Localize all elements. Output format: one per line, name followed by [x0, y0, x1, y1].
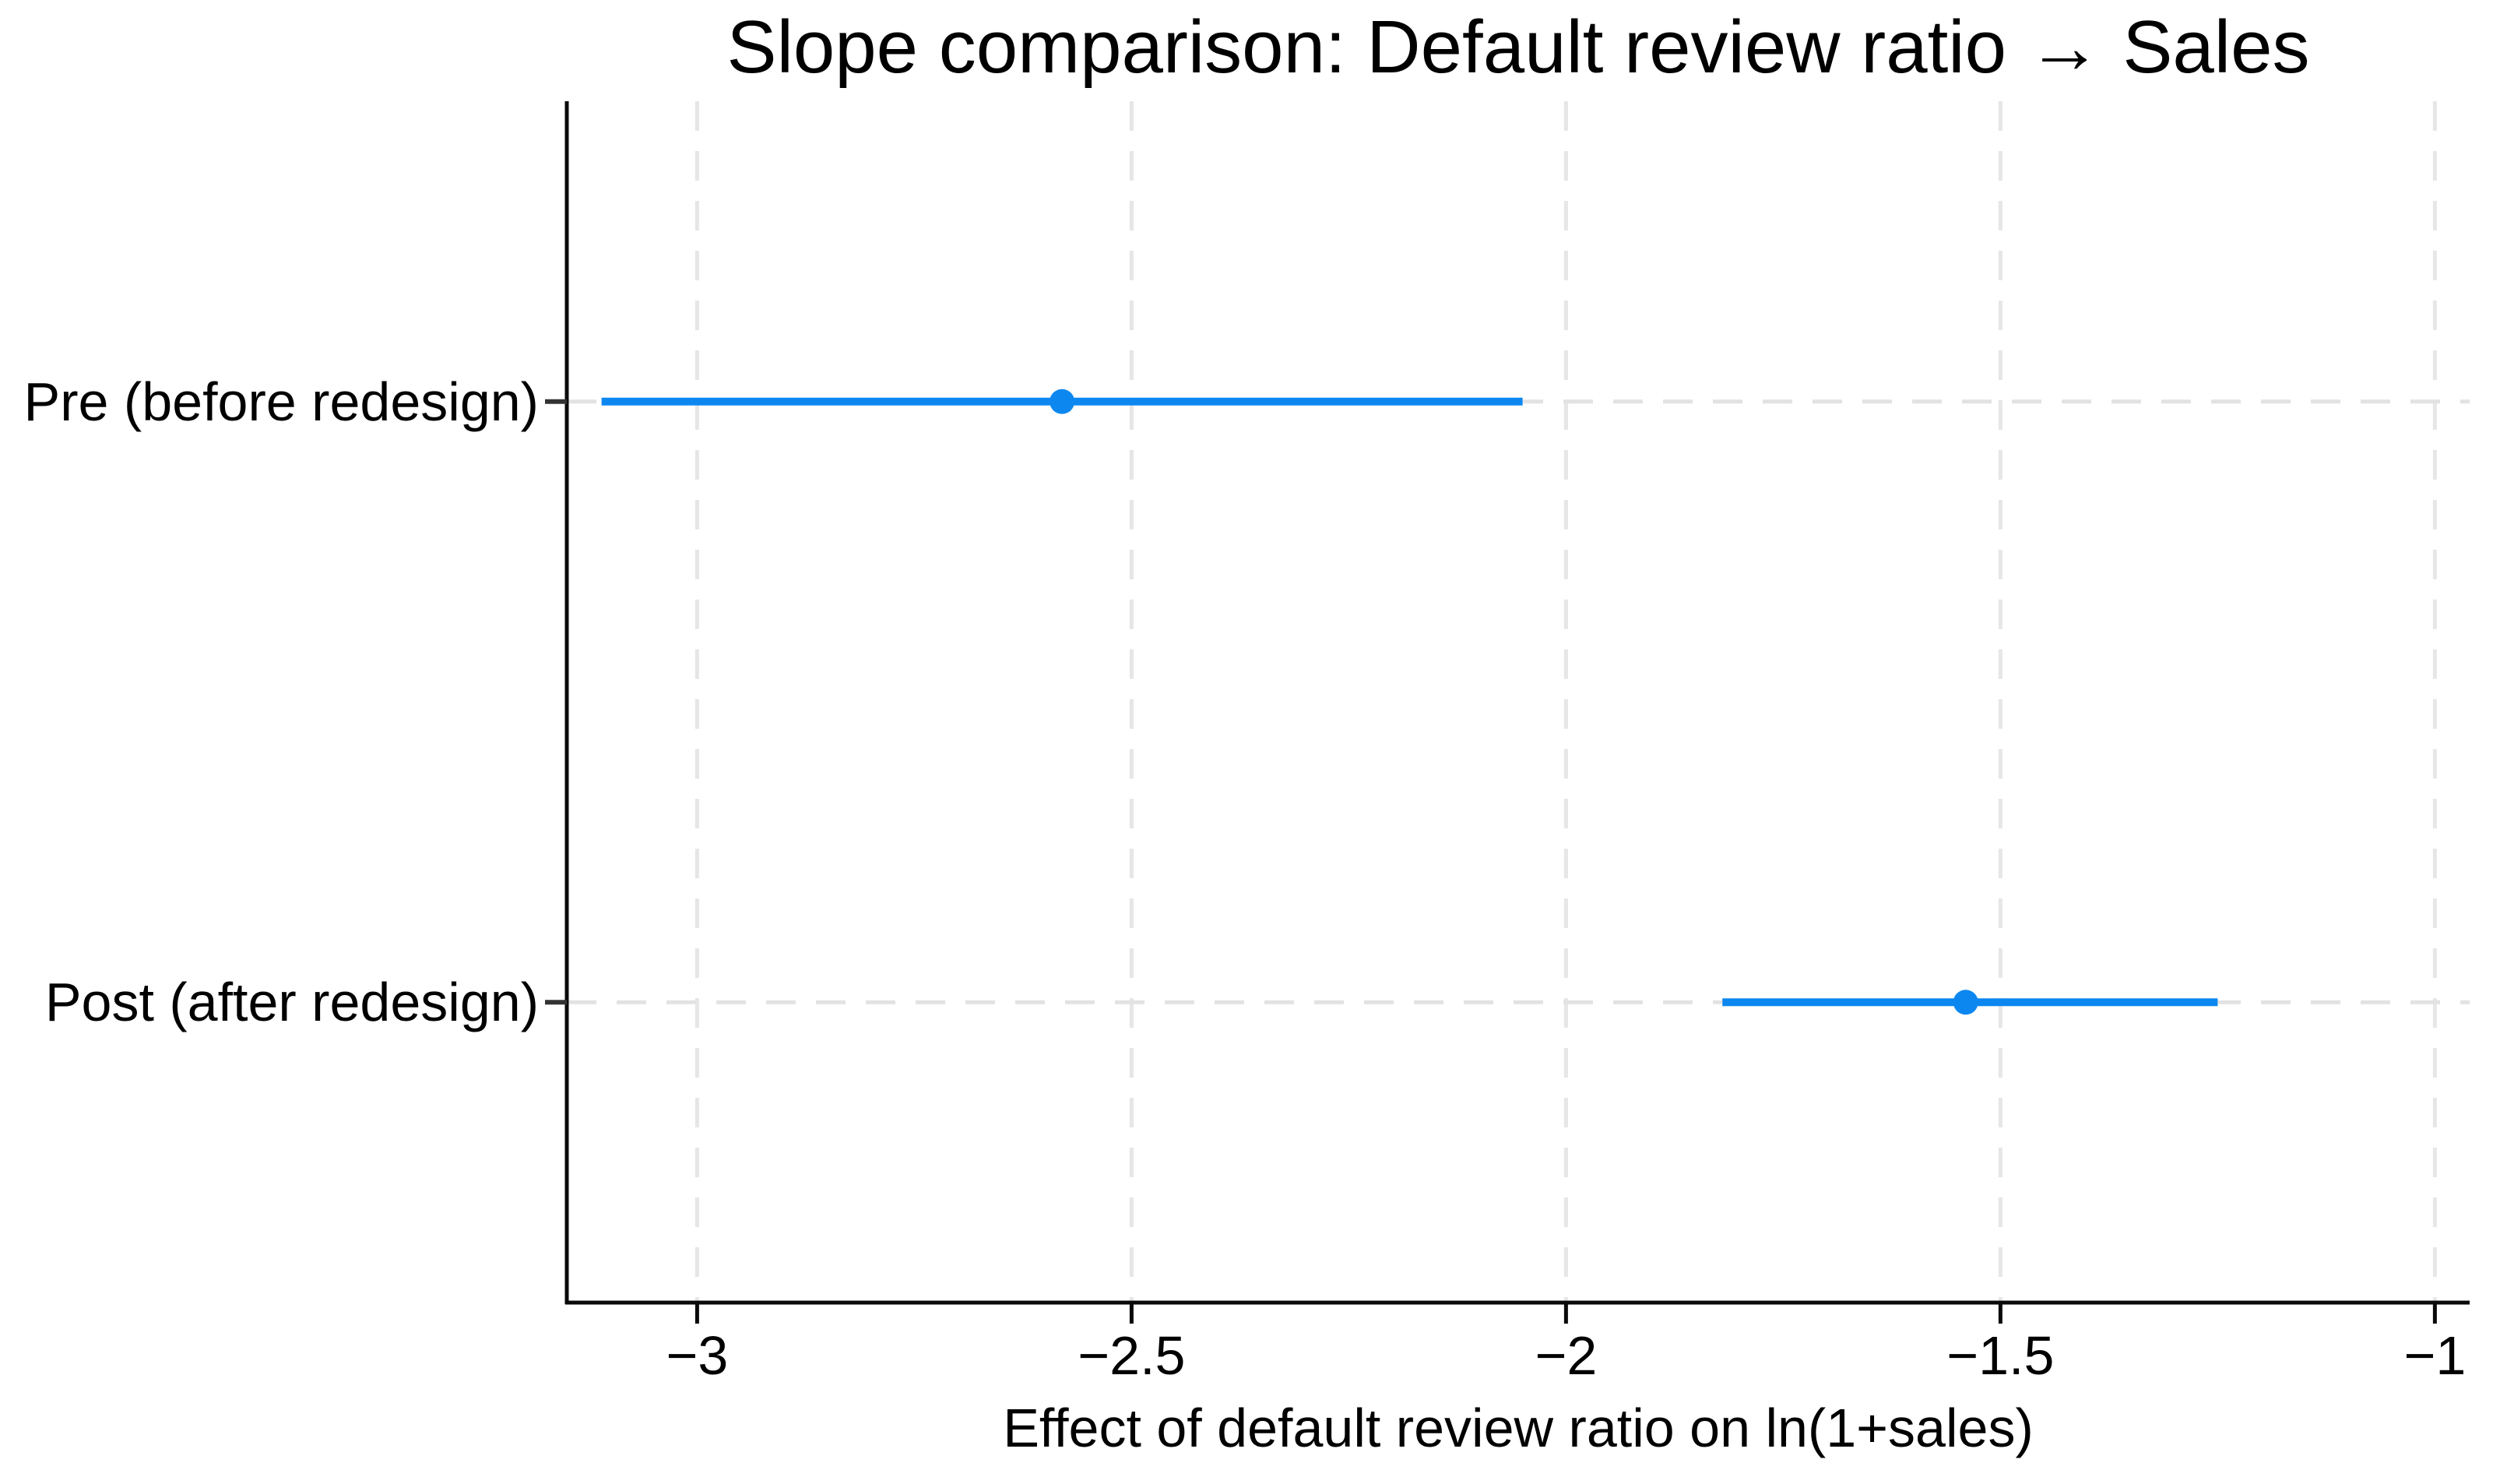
x-tick-label: −2.5: [1078, 1325, 1186, 1386]
point-estimate-marker: [1050, 389, 1075, 414]
x-tick-label: −1: [2403, 1325, 2467, 1386]
x-axis-label: Effect of default review ratio on ln(1+s…: [1003, 1398, 2034, 1458]
x-tick-label: −1.5: [1946, 1325, 2055, 1386]
x-tick-label: −3: [666, 1325, 729, 1386]
x-tick-label: −2: [1535, 1325, 1598, 1386]
point-estimate-marker: [1953, 990, 1978, 1015]
y-category-label: Post (after redesign): [44, 972, 539, 1033]
y-category-label: Pre (before redesign): [23, 371, 539, 432]
chart-title: Slope comparison: Default review ratio →…: [726, 5, 2310, 89]
